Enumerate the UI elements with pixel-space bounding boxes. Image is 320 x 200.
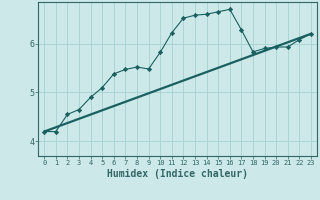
X-axis label: Humidex (Indice chaleur): Humidex (Indice chaleur) <box>107 169 248 179</box>
